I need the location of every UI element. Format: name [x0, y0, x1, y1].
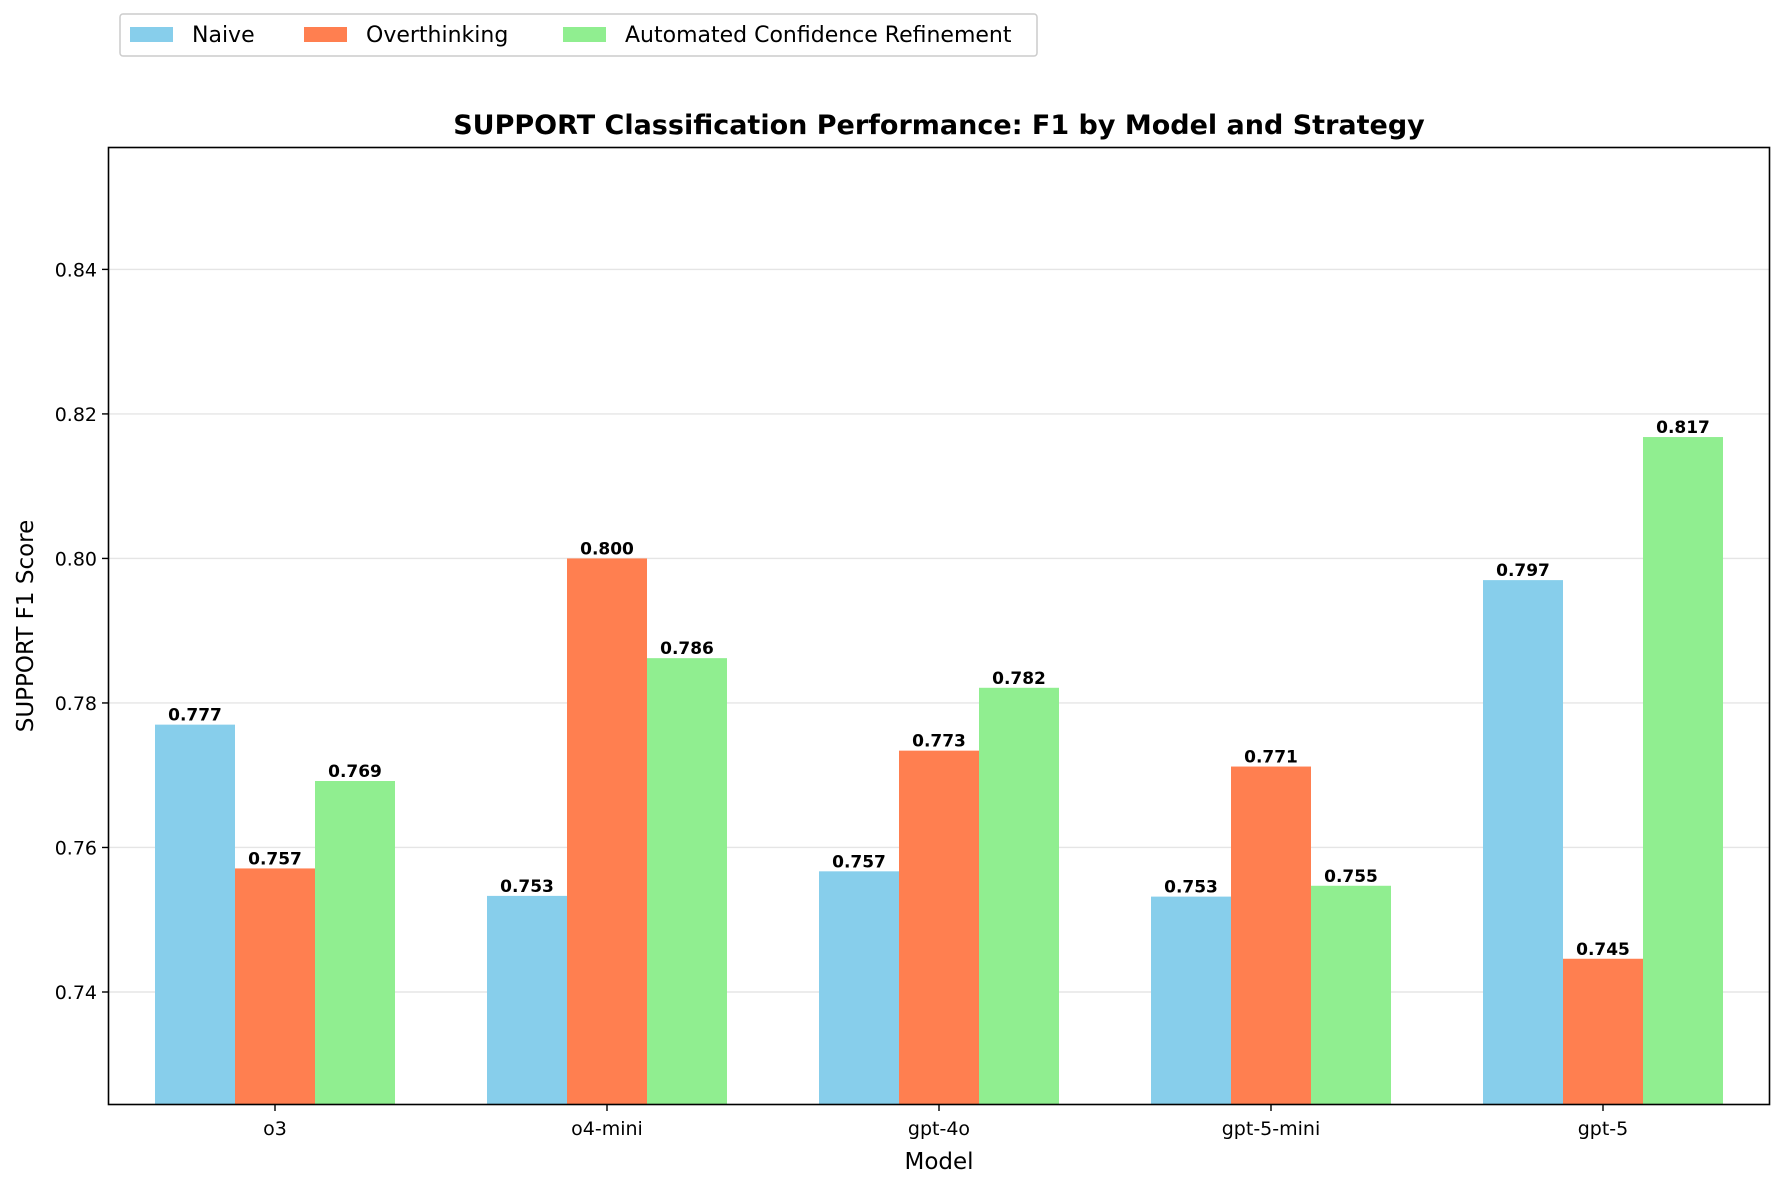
y-tick-label: 0.84: [55, 259, 97, 281]
bar-gpt-4o-automated-confidence-refinement: [979, 687, 1059, 1104]
data-label: 0.786: [660, 639, 714, 659]
legend: Naive Overthinking Automated Confidence Re…: [119, 13, 1038, 57]
x-tick-label: gpt-5-mini: [1222, 1118, 1320, 1140]
data-label: 0.777: [168, 706, 222, 726]
y-axis: 0.74 0.76 0.78 0.80 0.82 0.84: [55, 259, 109, 1004]
y-tick-label: 0.82: [55, 404, 97, 426]
legend-label: Automated Confidence Refinement: [625, 23, 1012, 48]
data-label: 0.753: [500, 877, 554, 897]
y-tick-label: 0.76: [55, 837, 97, 859]
bar-o3-naive: [155, 724, 235, 1104]
data-label: 0.755: [1324, 867, 1378, 887]
legend-swatch: [304, 27, 347, 42]
bar-gpt-4o-naive: [819, 871, 899, 1104]
data-label: 0.771: [1244, 748, 1298, 768]
bar-gpt-4o-overthinking: [899, 750, 979, 1104]
chart-title: SUPPORT Classification Performance: F1 b…: [453, 110, 1425, 141]
x-tick-label: o3: [263, 1118, 287, 1140]
data-label: 0.773: [912, 732, 966, 752]
data-label: 0.782: [992, 669, 1046, 689]
bar-gpt-5-mini-naive: [1151, 896, 1231, 1104]
data-label: 0.817: [1656, 418, 1710, 438]
labels-layer: 0.777 0.757 0.769 0.753 0.800 0.786 0.757 0.773…: [168, 418, 1710, 960]
x-axis-label: Model: [904, 1149, 973, 1175]
x-tick-label: o4-mini: [571, 1118, 643, 1140]
data-label: 0.745: [1576, 940, 1630, 960]
legend-swatch: [130, 27, 173, 42]
bar-o3-automated-confidence-refinement: [315, 780, 395, 1104]
x-axis: o3 o4-mini gpt-4o gpt-5-mini gpt-5: [263, 1104, 1628, 1140]
data-label: 0.769: [328, 762, 382, 782]
x-tick-label: gpt-4o: [908, 1118, 970, 1140]
legend-label: Overthinking: [366, 23, 508, 48]
data-label: 0.797: [1496, 561, 1550, 581]
y-tick-label: 0.80: [55, 548, 97, 570]
bar-gpt-5-mini-overthinking: [1231, 766, 1311, 1104]
y-tick-label: 0.78: [55, 693, 97, 715]
data-label: 0.753: [1164, 878, 1218, 898]
bar-gpt-5-naive: [1483, 580, 1563, 1104]
legend-label: Naive: [192, 23, 255, 48]
x-tick-label: gpt-5: [1578, 1118, 1629, 1140]
bar-o4-mini-naive: [487, 895, 567, 1104]
bar-gpt-5-mini-automated-confidence-refinement: [1311, 885, 1391, 1104]
bar-o4-mini-overthinking: [567, 558, 647, 1104]
y-tick-label: 0.74: [55, 982, 97, 1004]
y-axis-label: SUPPORT F1 Score: [13, 520, 39, 733]
bar-o4-mini-automated-confidence-refinement: [647, 658, 727, 1104]
legend-swatch: [563, 27, 606, 42]
data-label: 0.757: [248, 849, 302, 869]
bars-layer: [155, 437, 1723, 1105]
bar-gpt-5-automated-confidence-refinement: [1643, 437, 1723, 1105]
data-label: 0.757: [832, 852, 886, 872]
data-label: 0.800: [580, 539, 634, 559]
bar-gpt-5-overthinking: [1563, 958, 1643, 1104]
bar-o3-overthinking: [235, 868, 315, 1104]
